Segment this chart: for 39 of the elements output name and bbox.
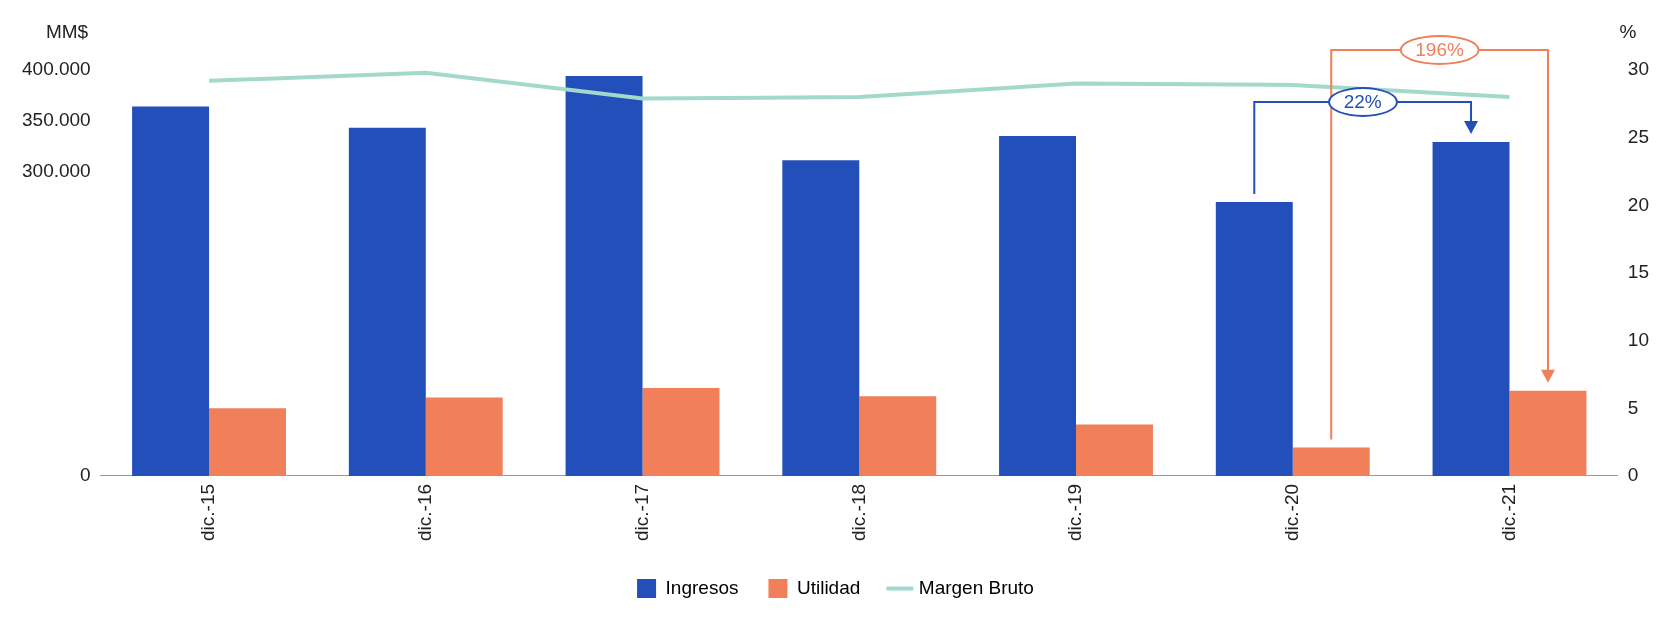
bar xyxy=(999,135,1077,476)
bar xyxy=(782,160,860,476)
y2-tick-label: 30 xyxy=(1627,58,1650,80)
bar xyxy=(642,388,720,476)
x-tick-label: dic.-21 xyxy=(1497,483,1519,541)
bar xyxy=(425,397,503,476)
bar xyxy=(565,76,643,476)
annotation: 22% xyxy=(1327,87,1398,118)
text: 196% xyxy=(1399,35,1480,65)
bar xyxy=(859,396,937,476)
bar xyxy=(1215,201,1293,476)
x-tick-label: dic.-20 xyxy=(1280,483,1302,541)
y2-tick-label: 10 xyxy=(1627,328,1650,350)
x-tick-label: dic.-16 xyxy=(414,483,436,541)
y2-tick-label: 5 xyxy=(1627,396,1639,418)
y-tick-label: 350.000 xyxy=(21,108,91,130)
legend-label: Utilidad xyxy=(796,576,861,598)
y2-tick-label: 15 xyxy=(1627,261,1650,283)
legend-label: Margen Bruto xyxy=(918,576,1034,598)
y-tick-label: 0 xyxy=(80,464,91,486)
x-tick-label: dic.-15 xyxy=(197,483,219,541)
bar xyxy=(1432,142,1510,476)
y-axis-title: MM$ xyxy=(45,20,89,42)
y2-tick-label: 0 xyxy=(1627,464,1639,486)
y2-tick-label: 20 xyxy=(1627,193,1650,215)
bar xyxy=(209,408,286,476)
bar xyxy=(1509,390,1587,476)
x-tick-label: dic.-17 xyxy=(630,483,652,541)
y-tick-label: 400.000 xyxy=(21,58,91,80)
y2-tick-label: 25 xyxy=(1627,125,1650,147)
y2-axis-title: % xyxy=(1619,20,1637,42)
y-tick-label: 300.000 xyxy=(21,159,91,181)
x-tick-label: dic.-19 xyxy=(1064,483,1086,541)
bar xyxy=(1292,447,1370,476)
x-tick-label: dic.-18 xyxy=(847,483,869,541)
bar xyxy=(132,106,210,476)
legend-label: Ingresos xyxy=(665,576,739,598)
bar xyxy=(1076,424,1153,476)
bar xyxy=(348,127,426,476)
